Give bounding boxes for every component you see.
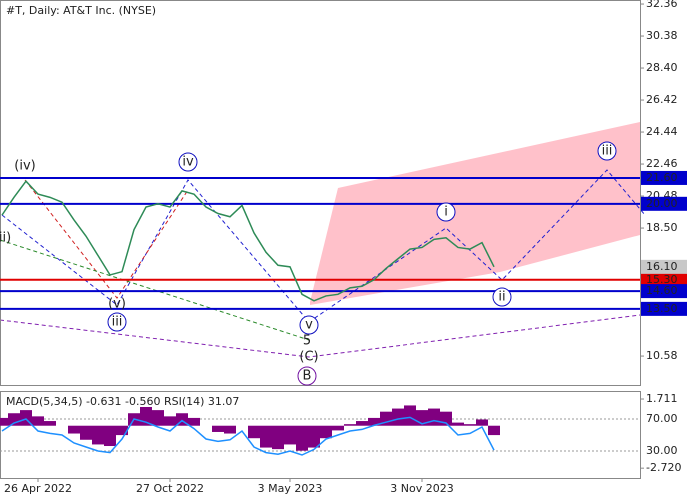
- macd-bar: [272, 425, 284, 450]
- macd-bar: [308, 425, 320, 448]
- rsi-line: [1, 416, 495, 456]
- macd-bar: [356, 421, 368, 426]
- x-tick-label: 26 Apr 2022: [4, 482, 72, 495]
- macd-bar: [116, 425, 128, 436]
- macd-bar: [0, 417, 8, 426]
- macd-bar: [296, 425, 308, 451]
- level-label: 13.50: [646, 302, 678, 315]
- wave-label: (iv): [14, 159, 35, 174]
- wave-circle: [299, 315, 319, 335]
- wave-label: ii: [498, 290, 505, 305]
- wave-label: 5: [303, 334, 311, 349]
- macd-bar: [488, 425, 500, 436]
- x-tick-label: 3 Nov 2023: [390, 482, 453, 495]
- macd-bar: [44, 421, 56, 426]
- y-tick-label: 32.36: [646, 0, 678, 10]
- level-label-box: [641, 284, 687, 299]
- price-line: [1, 180, 495, 302]
- macd-bar: [392, 408, 404, 426]
- y2-tick-label: 30.00: [646, 444, 678, 457]
- level-label: 20.00: [646, 197, 678, 210]
- macd-bar: [248, 425, 260, 439]
- macd-bar: [428, 408, 440, 426]
- wave-circle: [492, 287, 512, 307]
- level-label-box: [641, 170, 687, 185]
- y-tick-label: 18.50: [646, 221, 678, 234]
- macd-bar: [380, 411, 392, 426]
- y-tick-label: 26.42: [646, 93, 678, 106]
- level-label-box: [641, 301, 687, 316]
- macd-bar: [404, 405, 416, 426]
- macd-bar: [260, 425, 272, 448]
- y-tick-label: 30.38: [646, 29, 678, 42]
- macd-bar: [68, 425, 80, 434]
- main-frame: [0, 0, 641, 386]
- wave-label: iv: [182, 155, 194, 170]
- wave-label: (C): [299, 350, 318, 365]
- wave-label: v: [305, 318, 313, 333]
- macd-bar: [284, 425, 296, 445]
- y-tick-label: 24.44: [646, 125, 678, 138]
- level-label: 21.60: [646, 171, 678, 184]
- indicator-frame: [0, 391, 641, 479]
- macd-bar: [212, 425, 224, 432]
- wave-label: iii: [112, 315, 123, 330]
- wave-label: iii: [602, 144, 613, 159]
- macd-bar: [344, 424, 356, 426]
- wave-circle: [297, 366, 317, 386]
- chart-title: #T, Daily: AT&T Inc. (NYSE): [6, 4, 156, 17]
- macd-bar: [464, 424, 476, 426]
- wave-label: i: [444, 205, 448, 220]
- level-label-box: [641, 272, 687, 287]
- forecast-channel: [310, 122, 640, 305]
- macd-bar: [80, 425, 92, 440]
- macd-bar: [224, 425, 236, 434]
- level-label-box: [641, 196, 687, 211]
- wave-circle: [436, 202, 456, 222]
- last-price-label: 16.10: [646, 260, 678, 273]
- macd-bar: [188, 417, 200, 426]
- wave-label: ii): [0, 231, 11, 246]
- macd-bar: [452, 422, 464, 426]
- y-tick-label: 1.711: [646, 392, 678, 405]
- y-tick-label: 10.58: [646, 349, 678, 362]
- last-price-box: [641, 259, 687, 274]
- y-tick-label: 22.46: [646, 157, 678, 170]
- y-tick-label: 28.40: [646, 61, 678, 74]
- macd-bar: [368, 417, 380, 426]
- wave-circle: [107, 312, 127, 332]
- macd-bar: [92, 425, 104, 445]
- wave-line: [1, 169, 646, 323]
- macd-bar: [476, 419, 488, 426]
- wave-circle: [597, 141, 617, 161]
- macd-bar: [164, 416, 176, 426]
- wave-label: (v): [108, 297, 126, 312]
- macd-bar: [320, 425, 332, 439]
- wave-label: B: [303, 369, 312, 384]
- wave-line: [0, 239, 310, 341]
- y2-tick-label: 70.00: [646, 412, 678, 425]
- wave-lines: [0, 169, 646, 358]
- wave-line: [0, 314, 641, 358]
- level-label: 14.60: [646, 284, 678, 297]
- wave-line: [24, 179, 189, 299]
- macd-bar: [32, 416, 44, 426]
- macd-bar: [332, 425, 344, 431]
- level-label: 15.30: [646, 273, 678, 286]
- y-tick-label: -2.720: [646, 461, 681, 474]
- macd-bar: [152, 410, 164, 426]
- x-tick-label: 3 May 2023: [258, 482, 323, 495]
- x-tick-label: 27 Oct 2022: [136, 482, 204, 495]
- wave-circle: [178, 152, 198, 172]
- macd-bar: [104, 425, 116, 447]
- indicator-title: MACD(5,34,5) -0.631 -0.560 RSI(14) 31.07: [6, 395, 239, 408]
